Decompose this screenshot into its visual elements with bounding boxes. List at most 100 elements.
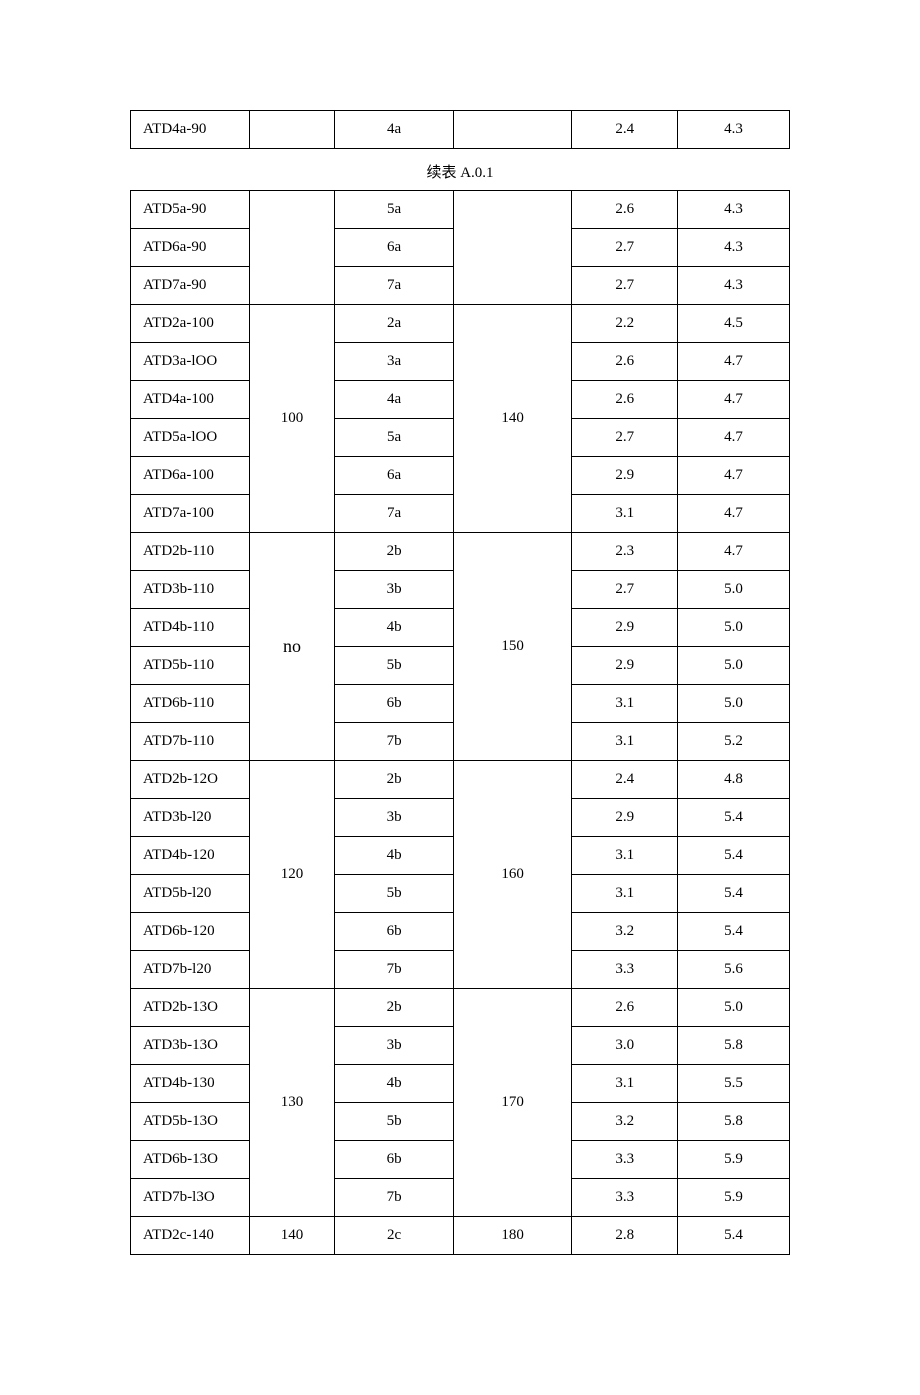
table-cell: 3.3 [572,951,677,989]
table-row: ATD5a-90 5a 2.64.3 [131,191,790,229]
table-cell: 4.7 [677,533,789,571]
table-cell: ATD2c-140 [131,1217,250,1255]
table-cell: ATD3b-l20 [131,799,250,837]
table-cell: 2c [335,1217,454,1255]
table-cell: 130 [249,989,335,1217]
table-cell: 4.7 [677,419,789,457]
table-cell: 5a [335,419,454,457]
table-cell: ATD7a-90 [131,267,250,305]
table-cell: 5.0 [677,685,789,723]
table-cell: 7b [335,1179,454,1217]
table-cell: 2b [335,533,454,571]
table-cell: ATD4b-120 [131,837,250,875]
table-cell: 4a [335,381,454,419]
table-cell: 2.3 [572,533,677,571]
table-cell: 4.3 [677,191,789,229]
table-cell: 2.7 [572,571,677,609]
table-cell: 2.4 [572,111,677,149]
table-cell: 4.3 [677,111,789,149]
table-cell: ATD5a-90 [131,191,250,229]
table-cell: 4b [335,609,454,647]
table-cell: 4.7 [677,457,789,495]
table-cell: 2.6 [572,191,677,229]
table-cell: ATD6a-90 [131,229,250,267]
table-cell: 5.5 [677,1065,789,1103]
table-cell: ATD5b-110 [131,647,250,685]
table-cell: 4.7 [677,381,789,419]
table-row: ATD2b-13O1302b1702.65.0 [131,989,790,1027]
table-cell: 3.3 [572,1179,677,1217]
table-cell: 6b [335,1141,454,1179]
table-cell: 170 [453,989,572,1217]
table-cell [249,191,335,305]
table-cell: ATD5b-13O [131,1103,250,1141]
table-cell: 4.3 [677,267,789,305]
table-cell: 100 [249,305,335,533]
table-cell: ATD6b-13O [131,1141,250,1179]
table-cell: 3.1 [572,685,677,723]
table-cell: ATD7b-110 [131,723,250,761]
table-cell: 3.2 [572,1103,677,1141]
table-row: ATD2b-12O1202b1602.44.8 [131,761,790,799]
table-cell: 4.7 [677,343,789,381]
table-cell: 2b [335,989,454,1027]
table-cell: 3.1 [572,1065,677,1103]
table-cell: 3.1 [572,723,677,761]
table-cell: ATD3b-110 [131,571,250,609]
table-cell: 4a [335,111,454,149]
table-cell: 7b [335,951,454,989]
table-cell: 4.5 [677,305,789,343]
table-cell [453,111,572,149]
table-cell: ATD2b-12O [131,761,250,799]
table-cell: 5.0 [677,609,789,647]
table-cell: 3b [335,571,454,609]
table-cell: 3a [335,343,454,381]
table-cell: 4.7 [677,495,789,533]
table-cell: 2.7 [572,267,677,305]
table-cell: 4b [335,1065,454,1103]
table-cell: 2.4 [572,761,677,799]
table-row: ATD2c-1401402c1802.85.4 [131,1217,790,1255]
table-cell: 150 [453,533,572,761]
table-cell: ATD3b-13O [131,1027,250,1065]
table-cell: ATD3a-lOO [131,343,250,381]
table-cell: 5.2 [677,723,789,761]
table-cell: ATD4a-90 [131,111,250,149]
table-cell: 6a [335,229,454,267]
table-cell: 3.0 [572,1027,677,1065]
table-cell: 2.7 [572,419,677,457]
table-cell: 2.8 [572,1217,677,1255]
table-cell: 5.0 [677,989,789,1027]
table-cell: 2.9 [572,799,677,837]
table-row: ATD2b-110no2b1502.34.7 [131,533,790,571]
table-cell: 5.0 [677,647,789,685]
table-cell: 5.4 [677,837,789,875]
table-cell: 160 [453,761,572,989]
table-cell: 6a [335,457,454,495]
table-cell: 2.9 [572,609,677,647]
table-cell: ATD6b-110 [131,685,250,723]
table-cell: ATD7b-l20 [131,951,250,989]
table-cell: 5a [335,191,454,229]
table-cell [249,111,335,149]
table-cell: ATD2b-13O [131,989,250,1027]
table-cell: 3.1 [572,875,677,913]
table-caption: 续表 A.0.1 [130,161,790,182]
table-cell: 3.2 [572,913,677,951]
table-cell: ATD7a-100 [131,495,250,533]
table-cell: 5.8 [677,1027,789,1065]
table-cell: 6b [335,913,454,951]
table-cell: 120 [249,761,335,989]
table-cell: 2b [335,761,454,799]
table-cell: 5.8 [677,1103,789,1141]
table-cell: 5.4 [677,875,789,913]
table-cell: 140 [453,305,572,533]
table-cell: no [249,533,335,761]
table-cell: 2.7 [572,229,677,267]
table-cell: 2.9 [572,647,677,685]
table-cell: 5.4 [677,913,789,951]
table-cell: ATD4a-100 [131,381,250,419]
table-cell: ATD2a-100 [131,305,250,343]
table-cell: ATD5a-lOO [131,419,250,457]
table-cell: 4.8 [677,761,789,799]
